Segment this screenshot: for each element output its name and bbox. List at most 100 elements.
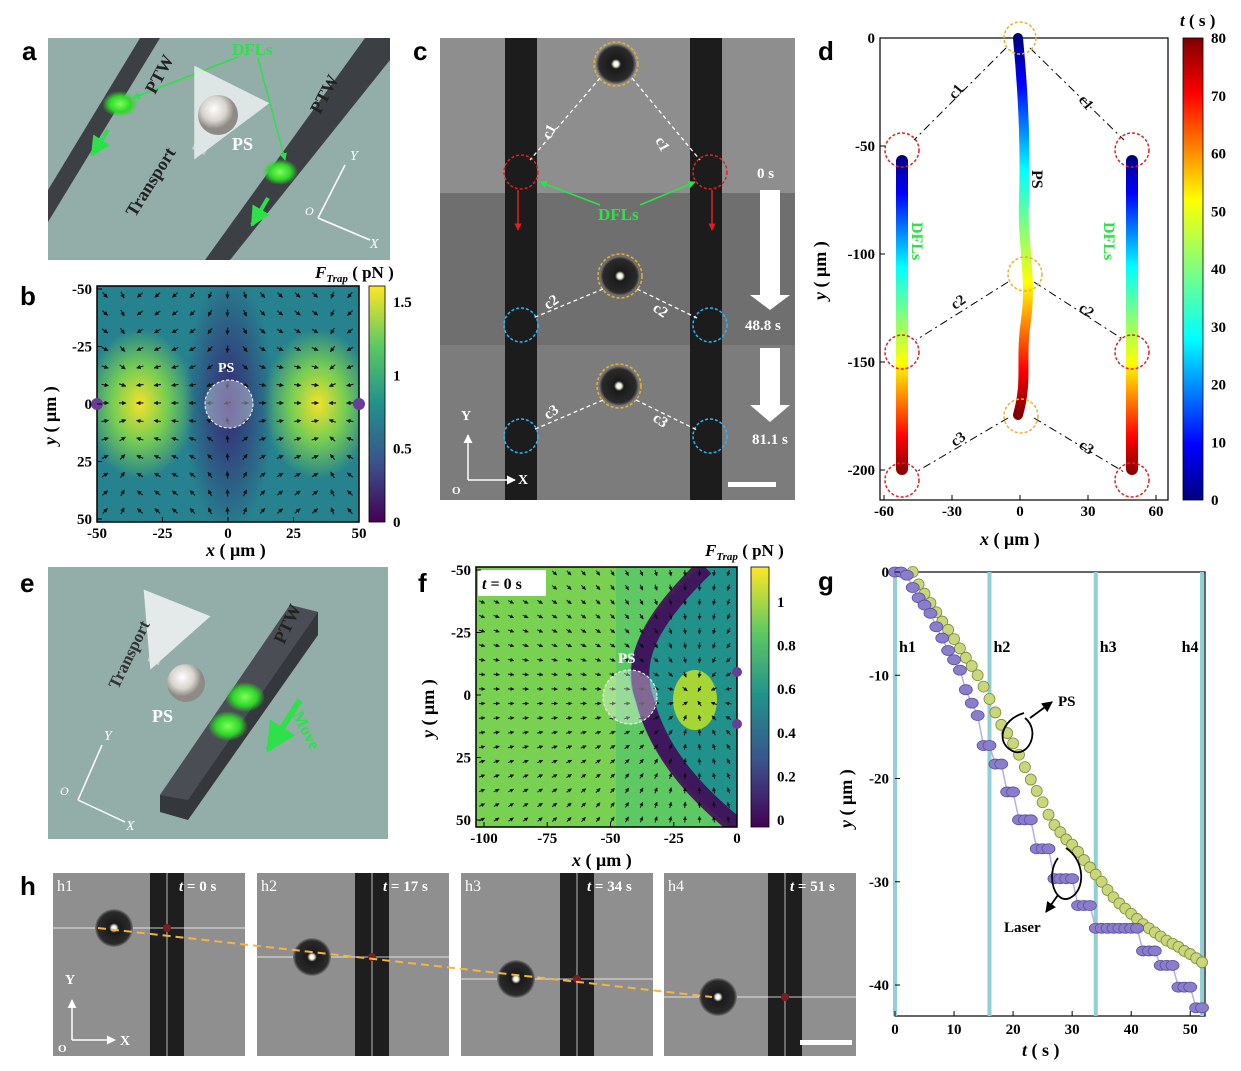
vector-arrow: [172, 292, 178, 298]
laser-point: [1023, 814, 1038, 826]
vector-arrow: [609, 759, 616, 764]
dfls-pointer-right-c: [639, 181, 696, 206]
vector-arrow: [522, 759, 529, 764]
vector-arrow: [277, 508, 283, 514]
vector-arrow: [346, 437, 354, 442]
x-f-tick-label: -75: [537, 831, 557, 847]
move-arrow-e: [265, 698, 303, 753]
y-d-tick-label: 0: [868, 31, 876, 47]
axis-o-label-h: O: [58, 1043, 67, 1055]
time-arrow-1-c: [750, 190, 790, 310]
vector-arrow: [726, 787, 731, 794]
vector-arrow: [537, 599, 543, 604]
vector-arrow: [711, 715, 717, 721]
vector-arrow: [311, 364, 319, 369]
x-d-tick-label: -60: [874, 504, 894, 520]
dfl-right-arrow: [250, 196, 270, 227]
laser-point: [1082, 900, 1097, 911]
vector-arrow: [536, 657, 544, 662]
vector-arrow: [171, 382, 179, 388]
laser-point: [964, 697, 979, 709]
vector-arrow: [595, 745, 602, 750]
vector-arrow: [189, 454, 196, 460]
vector-arrow: [522, 788, 529, 793]
x-axis-label-b: x ( μm ): [205, 540, 266, 561]
vector-arrow: [136, 364, 144, 369]
vector-arrow: [242, 453, 248, 461]
vector-arrow: [171, 310, 179, 316]
panel-a: a PTW PTW DFLs PS Transport Y X O: [22, 36, 390, 260]
vector-arrow: [551, 759, 558, 764]
vector-arrow: [638, 672, 645, 677]
vector-arrow: [595, 773, 601, 779]
dfls-left-label-d: DFLs: [908, 222, 925, 260]
x-ticks-b: -50 -25 0 25 50: [87, 517, 367, 542]
vector-arrow: [594, 716, 602, 721]
vector-arrow: [508, 817, 514, 822]
vector-arrow: [171, 364, 179, 369]
frame-background: [257, 873, 449, 1056]
panel-h: h h1 t = 0 s h2 t = 17 s h3 t = 34 s h4 t = 51 …: [20, 871, 856, 1056]
vector-arrow: [171, 346, 179, 351]
vector-arrow: [551, 802, 558, 808]
vector-arrow: [653, 584, 658, 591]
vector-arrow: [119, 346, 126, 352]
colorbar-title-d: t ( s ): [1180, 11, 1215, 30]
vector-arrow: [311, 490, 319, 496]
vector-arrow: [725, 715, 732, 721]
x-ticks-f: -100 -75 -50 -25 0: [470, 822, 741, 847]
vector-arrow: [207, 471, 213, 479]
vector-arrow: [478, 730, 486, 735]
vector-arrow: [624, 816, 629, 823]
vector-arrow: [610, 570, 615, 576]
axis-y-label-a: Y: [350, 149, 360, 164]
vector-arrow: [653, 642, 659, 649]
time-2-c: 81.1 s: [752, 432, 788, 448]
panel-b: b PS -50 -25 0 25 50 -50 -25 0 25 50 x ( μm ) y …: [20, 263, 412, 561]
vector-arrow: [551, 745, 558, 750]
panel-b-letter: b: [20, 281, 36, 311]
vector-arrow: [536, 716, 544, 721]
vector-arrow: [726, 657, 731, 663]
vector-arrow: [638, 657, 645, 663]
vector-arrow: [638, 744, 645, 750]
laser-spot: [781, 993, 789, 1001]
vector-arrow: [493, 643, 500, 648]
vector-arrow: [712, 598, 717, 606]
laser-point: [1006, 786, 1020, 798]
y-ticks-g: 0 -10 -20 -30 -40: [869, 565, 900, 994]
ps-circle-b: [204, 379, 254, 429]
vector-arrow: [136, 490, 144, 496]
vector-arrow: [493, 730, 500, 735]
vector-arrow: [725, 701, 732, 706]
vector-arrow: [136, 455, 144, 460]
vector-arrow: [311, 437, 319, 442]
ps-bead: [497, 960, 535, 998]
vector-arrow: [697, 671, 702, 678]
vector-arrow: [153, 437, 162, 442]
laser-point: [958, 684, 973, 696]
vector-arrow: [623, 686, 631, 691]
vector-arrow: [119, 436, 126, 442]
laser-point: [982, 740, 997, 751]
vector-arrow: [347, 310, 353, 316]
vector-arrow: [726, 569, 731, 577]
vector-arrow: [726, 801, 731, 809]
vector-arrow: [189, 508, 196, 514]
vector-arrow: [566, 773, 572, 779]
vector-arrow: [653, 657, 659, 663]
vector-arrow: [171, 418, 179, 424]
vector-arrow: [667, 701, 674, 706]
vector-arrow: [508, 628, 515, 633]
vector-arrow: [207, 309, 213, 317]
frame-background: [53, 873, 245, 1056]
vector-arrow: [276, 382, 284, 388]
y-axis-label-g: y ( μm ): [836, 769, 857, 830]
vector-arrow: [682, 671, 687, 678]
vector-arrow: [566, 788, 572, 793]
vector-arrow: [682, 772, 687, 780]
dfl-spot-1-e: [225, 682, 265, 712]
vector-arrow: [346, 472, 354, 478]
vector-arrow: [276, 437, 284, 442]
colorbar-title-f: FTrap ( pN ): [704, 541, 784, 563]
